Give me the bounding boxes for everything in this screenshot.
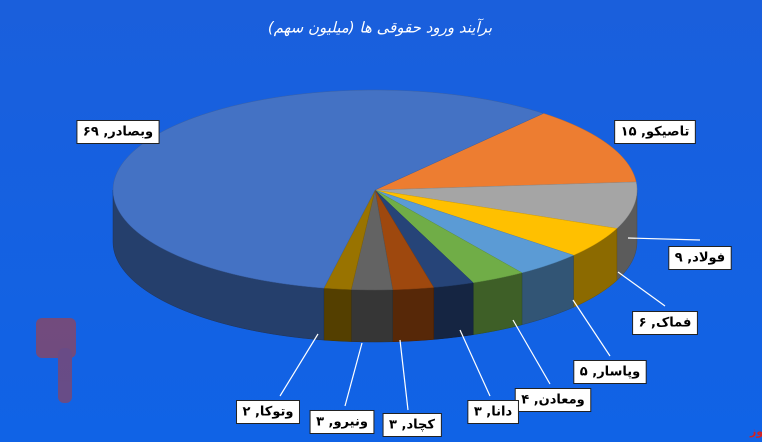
leader-line — [627, 237, 701, 241]
leader-line — [617, 271, 666, 307]
data-label: تاصیکو, ۱۵ — [621, 125, 690, 140]
slice-side — [323, 287, 352, 342]
data-label: دانا, ۳ — [474, 405, 513, 420]
leader-line — [279, 333, 319, 397]
label-box — [573, 360, 647, 384]
slice-side — [433, 282, 474, 340]
pie — [112, 89, 638, 343]
slice — [374, 189, 435, 291]
chart-title: برآیند ورود حقوقی ها (میلیون سهم) — [268, 18, 492, 37]
leader-line — [344, 342, 363, 407]
label-box — [236, 400, 300, 424]
slice — [374, 189, 474, 288]
slice — [374, 113, 637, 191]
data-label: وپاسار, ۵ — [580, 365, 640, 380]
labels: تاصیکو, ۱۵ فولاد, ۹ فماک, ۶ وپاسار, ۵ ومعادن… — [76, 120, 732, 437]
data-label: کچاد, ۳ — [389, 418, 435, 433]
data-label: ومعادن, ۴ — [521, 393, 585, 408]
logo — [36, 318, 76, 403]
label-box — [632, 311, 698, 335]
data-label: وبصادر, ۶۹ — [83, 125, 153, 140]
label-box — [614, 120, 696, 144]
slice — [374, 189, 575, 274]
slice — [350, 189, 393, 291]
data-label: فماک, ۶ — [639, 316, 692, 331]
slice-side — [472, 272, 523, 336]
slice-side — [392, 287, 434, 343]
leader-line — [459, 329, 491, 397]
label-box — [668, 246, 732, 270]
slice — [112, 89, 545, 289]
source: بورس نیوز — [749, 425, 762, 438]
leader-line — [572, 299, 611, 357]
label-box — [76, 120, 160, 144]
data-label: ونیرو, ۳ — [316, 415, 368, 430]
label-box — [382, 413, 442, 437]
slice — [374, 189, 523, 283]
leader-line — [399, 339, 409, 411]
leader-line — [512, 319, 551, 385]
slice-side — [350, 289, 393, 343]
slice — [374, 189, 618, 256]
data-label: فولاد, ۹ — [675, 251, 725, 266]
label-box — [309, 410, 375, 434]
slice — [374, 181, 638, 229]
label-box — [467, 400, 519, 424]
data-label: وتوکا, ۲ — [243, 405, 294, 420]
